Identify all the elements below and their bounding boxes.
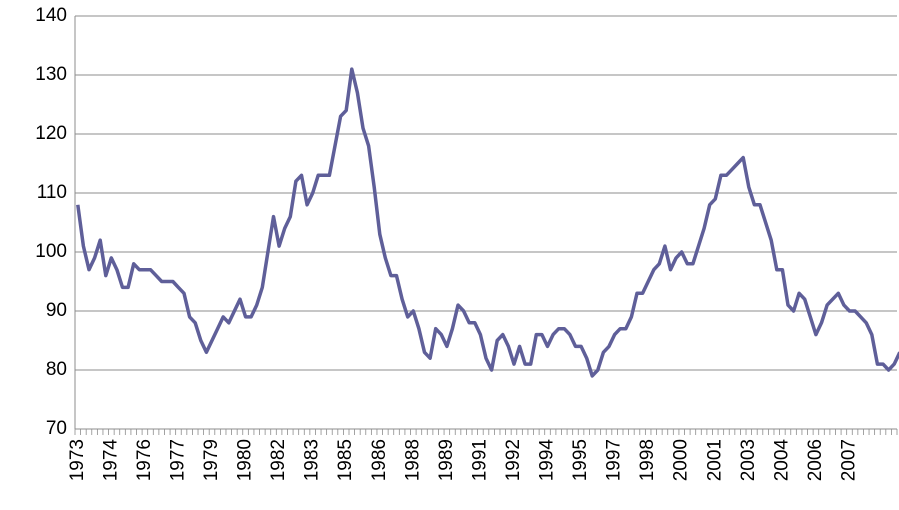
y-tick-label: 120 (35, 123, 67, 144)
x-tick-label: 1973 (67, 439, 88, 481)
x-tick-label: 1989 (436, 439, 457, 481)
y-tick-label: 130 (35, 64, 67, 85)
x-tick-label: 2001 (704, 439, 725, 481)
x-tick-label: 1986 (369, 439, 390, 481)
data-line (76, 67, 899, 378)
x-tick-label: 1991 (469, 439, 490, 481)
x-tick-label: 2000 (671, 439, 692, 481)
x-tick-label: 2006 (805, 439, 826, 481)
x-tick-label: 1997 (604, 439, 625, 481)
x-tick-label: 1983 (302, 439, 323, 481)
x-tick-label: 1988 (402, 439, 423, 481)
y-tick-label: 70 (46, 418, 67, 439)
x-tick-label: 1982 (268, 439, 289, 481)
x-tick-label: 1974 (100, 439, 121, 482)
x-tick-label: 1977 (167, 439, 188, 481)
y-tick-label: 90 (46, 300, 67, 321)
y-tick-label: 80 (46, 359, 67, 380)
y-tick-label: 140 (35, 5, 67, 26)
x-tick-label: 1994 (537, 439, 558, 482)
x-tick-label: 1992 (503, 439, 524, 481)
x-tick-label: 1985 (335, 439, 356, 481)
x-tick-label: 2003 (738, 439, 759, 481)
y-tick-label: 110 (37, 182, 67, 203)
x-tick-label: 2007 (838, 439, 859, 481)
x-tick-label: 1998 (637, 439, 658, 481)
x-tick-label: 1979 (201, 439, 222, 481)
x-tick-label: 1976 (134, 439, 155, 481)
x-tick-label: 1995 (570, 439, 591, 481)
x-tick-label: 2004 (771, 439, 792, 482)
x-tick-label: 1980 (235, 439, 256, 481)
y-tick-label: 100 (35, 241, 67, 262)
